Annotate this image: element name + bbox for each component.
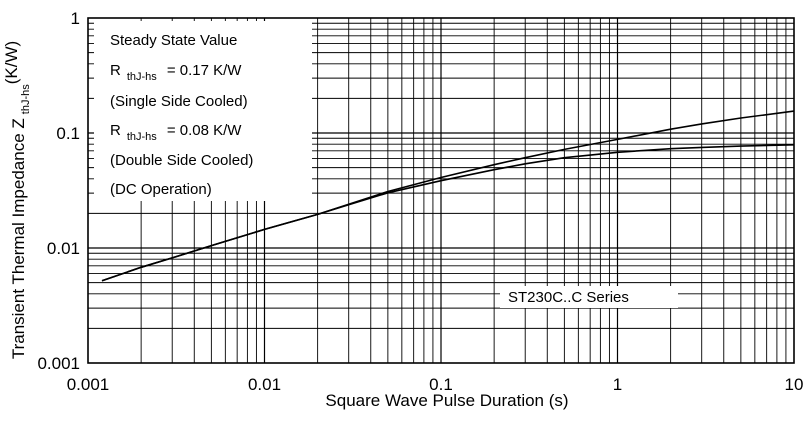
y-tick-label: 1 xyxy=(71,9,80,28)
series-label-box xyxy=(500,286,678,308)
svg-text:Transient Thermal Impedance Zt: Transient Thermal Impedance ZthJ-hs(K/W) xyxy=(2,41,32,359)
series-label: ST230C..C Series xyxy=(508,289,629,306)
x-tick-label: 10 xyxy=(785,375,804,394)
x-tick-label: 0.1 xyxy=(429,375,453,394)
plot-frame xyxy=(87,17,795,364)
series-lines xyxy=(101,110,795,282)
x-tick-label: 0.001 xyxy=(67,375,110,394)
annotation-steady-state: Steady State Value xyxy=(110,32,237,49)
y-tick-label: 0.001 xyxy=(37,354,80,373)
annotation-single-side: (Single Side Cooled) xyxy=(110,93,248,110)
annotation-dc-operation: (DC Operation) xyxy=(110,181,212,198)
series-line-2 xyxy=(101,144,795,282)
y-tick-label: 0.01 xyxy=(47,239,80,258)
x-axis-label: Square Wave Pulse Duration (s) xyxy=(325,391,568,410)
annotation-double-side: (Double Side Cooled) xyxy=(110,152,253,169)
y-tick-label: 0.1 xyxy=(56,124,80,143)
x-tick-label: 0.01 xyxy=(248,375,281,394)
x-tick-label: 1 xyxy=(613,375,622,394)
annotation-box xyxy=(94,21,312,201)
y-axis-label: Transient Thermal Impedance ZthJ-hs(K/W) xyxy=(2,41,32,359)
tick-labels: 0.001 0.01 0.1 1 10 0.001 0.01 0.1 1 xyxy=(37,9,803,394)
